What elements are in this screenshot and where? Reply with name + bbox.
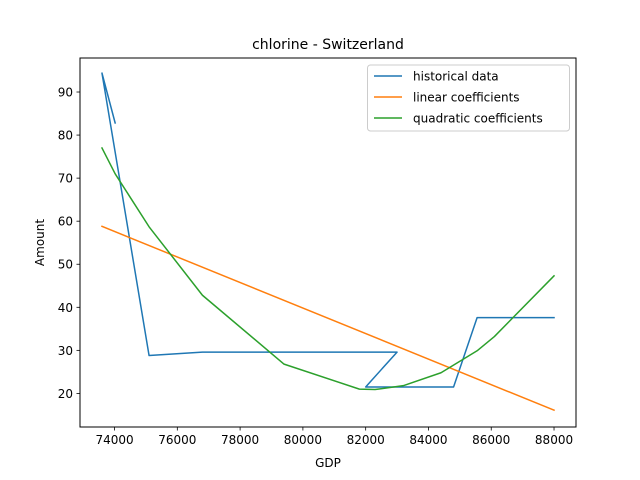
y-tick-label: 30	[58, 344, 73, 358]
series-line-1	[100, 225, 556, 412]
y-tick-label: 40	[58, 301, 73, 315]
y-tick-label: 50	[58, 258, 73, 272]
y-tick-label: 20	[58, 387, 73, 401]
chart-title: chlorine - Switzerland	[252, 37, 404, 53]
x-axis-ticks: 74000 76000 78000 80000 82000 84000 86000 88000	[95, 427, 573, 447]
series-line-2	[100, 146, 556, 391]
y-axis-label: Amount	[33, 219, 47, 266]
x-tick-label: 86000	[472, 433, 510, 447]
legend-box	[367, 64, 570, 132]
x-tick-label: 76000	[158, 433, 196, 447]
x-tick-label: 74000	[95, 433, 133, 447]
x-tick-label: 82000	[347, 433, 385, 447]
x-tick-label: 84000	[409, 433, 447, 447]
y-tick-label: 90	[58, 86, 73, 100]
y-axis-ticks: 20 30 40 50 60 70 80 90	[58, 86, 80, 401]
series-layer	[100, 72, 556, 412]
y-tick-label: 70	[58, 172, 73, 186]
series-line-0	[101, 72, 555, 388]
legend-label-2: quadratic coefficients	[413, 112, 543, 126]
legend: historical data linear coefficients quadra…	[367, 64, 570, 132]
plot-frame	[79, 57, 577, 428]
x-tick-label: 88000	[535, 433, 573, 447]
legend-label-0: historical data	[413, 70, 499, 84]
x-axis-label: GDP	[315, 456, 341, 470]
legend-label-1: linear coefficients	[413, 91, 520, 105]
x-tick-label: 80000	[284, 433, 322, 447]
y-tick-label: 80	[58, 129, 73, 143]
y-tick-label: 60	[58, 215, 73, 229]
x-tick-label: 78000	[221, 433, 259, 447]
